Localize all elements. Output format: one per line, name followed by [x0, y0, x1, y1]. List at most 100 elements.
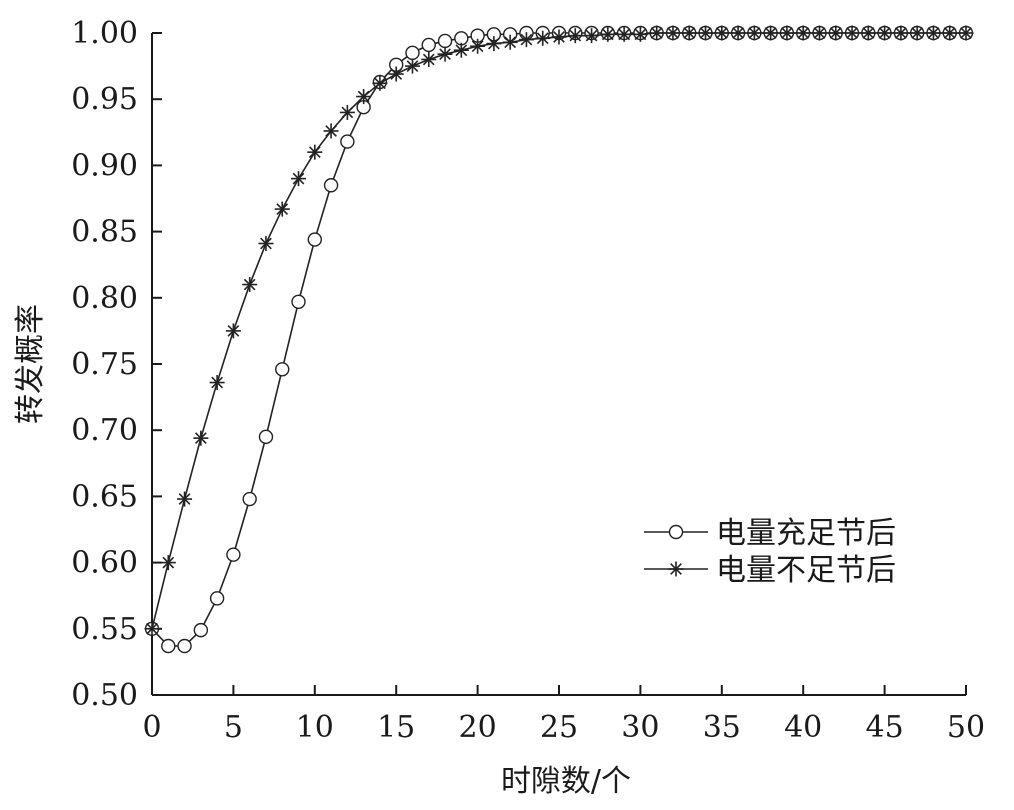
data-point-star: [730, 25, 746, 41]
data-point-star: [274, 201, 290, 217]
x-tick-label: 5: [224, 710, 243, 745]
data-point-star: [242, 277, 258, 293]
data-point-circle: [340, 134, 355, 149]
legend-item-0: 电量充足节后: [644, 516, 896, 551]
data-point-star: [502, 34, 518, 50]
data-point-star: [811, 25, 827, 41]
y-tick-label: 1.00: [71, 16, 138, 51]
x-ticks: 0 5 10 15 20 25 30 35 40 45 50: [142, 685, 985, 745]
data-point-star: [600, 26, 616, 42]
data-point-star: [193, 430, 209, 446]
x-tick-label: 30: [621, 710, 659, 745]
y-axis-title: 转发概率: [13, 304, 48, 424]
data-point-star: [404, 58, 420, 74]
data-point-circle: [226, 547, 241, 562]
y-tick-label: 0.50: [71, 678, 138, 713]
data-point-star: [291, 171, 307, 187]
series-layer: [144, 25, 974, 654]
data-point-circle: [209, 591, 225, 606]
x-axis-title: 时隙数/个: [501, 764, 631, 799]
legend-marker-circle: [668, 524, 684, 540]
y-ticks: 0.50 0.55 0.60 0.65 0.70 0.75 0.80 0.85 0.90 0.95…: [71, 16, 162, 713]
legend: 电量充足节后 电量不足节后: [644, 516, 896, 588]
data-point-circle: [258, 429, 274, 445]
data-point-star: [567, 28, 583, 44]
data-point-star: [323, 123, 339, 139]
x-tick-label: 25: [540, 710, 578, 745]
y-tick-label: 0.70: [71, 413, 138, 448]
data-point-star: [877, 25, 893, 41]
data-point-star: [714, 25, 730, 41]
y-tick-label: 0.60: [71, 546, 138, 581]
y-tick-label: 0.95: [71, 82, 138, 117]
data-point-star: [860, 25, 876, 41]
x-tick-label: 50: [947, 710, 985, 745]
data-point-star: [160, 555, 176, 571]
data-point-star: [535, 30, 551, 46]
data-point-circle: [193, 622, 209, 638]
data-point-circle: [405, 45, 420, 61]
data-point-circle: [242, 491, 257, 507]
data-point-star: [616, 26, 632, 42]
data-point-star: [632, 26, 648, 42]
legend-item-1: 电量不足节后: [644, 553, 896, 588]
legend-marker-star: [668, 561, 684, 577]
legend-star-shape: [668, 561, 684, 577]
data-point-star: [551, 29, 567, 45]
data-point-star: [453, 42, 469, 58]
y-tick-label: 0.80: [71, 281, 138, 316]
x-tick-label: 20: [459, 710, 497, 745]
data-point-star: [258, 236, 274, 252]
data-point-star: [925, 25, 941, 41]
data-point-star: [828, 25, 844, 41]
data-point-star: [958, 25, 974, 41]
data-point-star: [844, 25, 860, 41]
data-point-star: [372, 75, 388, 91]
data-point-circle: [437, 33, 453, 49]
data-point-star: [893, 25, 909, 41]
legend-label-1: 电量不足节后: [716, 553, 896, 588]
data-point-circle: [323, 178, 339, 193]
data-point-star: [470, 38, 486, 54]
data-point-star: [649, 25, 665, 41]
y-tick-label: 0.75: [71, 347, 138, 382]
x-tick-label: 40: [784, 710, 822, 745]
data-point-circle: [291, 294, 306, 309]
data-point-star: [681, 25, 697, 41]
data-point-star: [356, 89, 372, 105]
data-point-star: [763, 25, 779, 41]
data-point-circle: [307, 232, 322, 247]
x-tick-label: 45: [866, 710, 904, 745]
y-tick-label: 0.65: [71, 479, 138, 514]
data-point-star: [225, 323, 241, 339]
data-point-star: [795, 25, 811, 41]
data-point-star: [698, 25, 714, 41]
y-tick-label: 0.90: [71, 148, 138, 183]
data-point-circle: [177, 638, 192, 654]
x-tick-label: 35: [703, 710, 741, 745]
data-point-star: [437, 46, 453, 62]
axes: [151, 33, 966, 696]
legend-label-0: 电量充足节后: [716, 516, 896, 551]
x-tick-label: 0: [142, 710, 161, 745]
data-point-star: [307, 144, 323, 160]
data-point-circle: [161, 638, 176, 654]
data-point-star: [746, 25, 762, 41]
y-tick-label: 0.55: [71, 612, 138, 647]
data-point-star: [209, 375, 225, 391]
data-point-star: [942, 25, 958, 41]
data-point-star: [584, 28, 600, 44]
data-point-star: [779, 25, 795, 41]
data-point-star: [665, 25, 681, 41]
y-tick-label: 0.85: [71, 215, 138, 250]
data-point-star: [388, 66, 404, 82]
x-tick-label: 15: [377, 710, 415, 745]
data-point-star: [421, 51, 437, 67]
data-point-star: [144, 621, 160, 637]
x-tick-label: 10: [296, 710, 334, 745]
data-point-circle: [275, 362, 290, 377]
series-1: [144, 25, 974, 637]
data-point-star: [177, 491, 193, 507]
data-point-star: [486, 36, 502, 52]
